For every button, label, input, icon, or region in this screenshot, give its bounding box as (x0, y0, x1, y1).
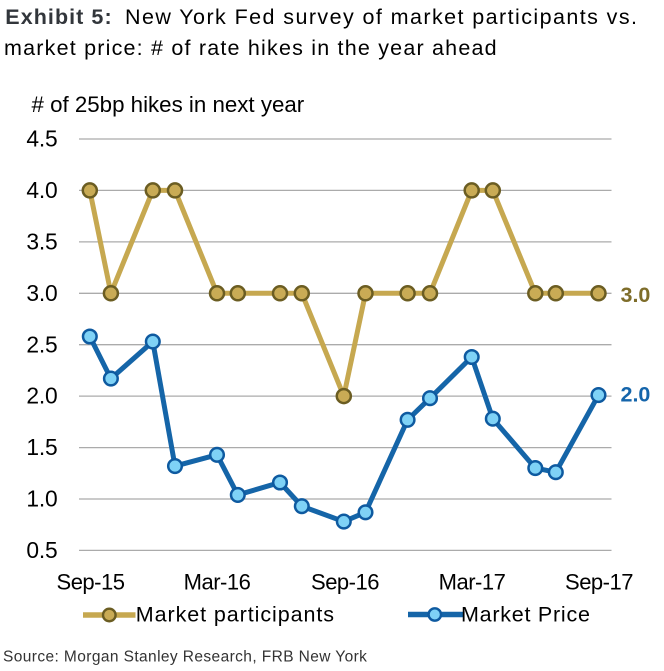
svg-text:Market participants: Market participants (136, 603, 335, 627)
svg-text:4.5: 4.5 (26, 126, 57, 152)
svg-text:Mar-16: Mar-16 (184, 570, 251, 595)
svg-text:Exhibit 5:: Exhibit 5: (5, 5, 112, 29)
svg-text:3.0: 3.0 (621, 283, 651, 307)
svg-text:Market Price: Market Price (461, 603, 591, 627)
svg-text:Sep-17: Sep-17 (565, 570, 633, 595)
svg-text:Source: Morgan Stanley Researc: Source: Morgan Stanley Research, FRB New… (3, 649, 367, 666)
svg-text:Sep-16: Sep-16 (311, 570, 379, 595)
svg-text:3.5: 3.5 (26, 229, 57, 255)
svg-text:0.5: 0.5 (26, 537, 57, 563)
svg-text:4.0: 4.0 (26, 177, 57, 203)
svg-text:Mar-17: Mar-17 (439, 570, 506, 595)
svg-text:Sep-15: Sep-15 (57, 569, 125, 594)
svg-text:1.0: 1.0 (26, 486, 57, 512)
svg-text:1.5: 1.5 (26, 434, 57, 460)
svg-text:3.0: 3.0 (26, 280, 57, 306)
svg-text:market price: # of rate hikes: market price: # of rate hikes in the yea… (4, 36, 498, 60)
svg-text:New York Fed survey of market: New York Fed survey of market participan… (125, 5, 638, 29)
svg-text:# of 25bp hikes in next year: # of 25bp hikes in next year (32, 92, 305, 117)
svg-text:2.0: 2.0 (621, 383, 651, 407)
svg-text:2.0: 2.0 (26, 383, 57, 409)
svg-text:2.5: 2.5 (26, 331, 57, 357)
